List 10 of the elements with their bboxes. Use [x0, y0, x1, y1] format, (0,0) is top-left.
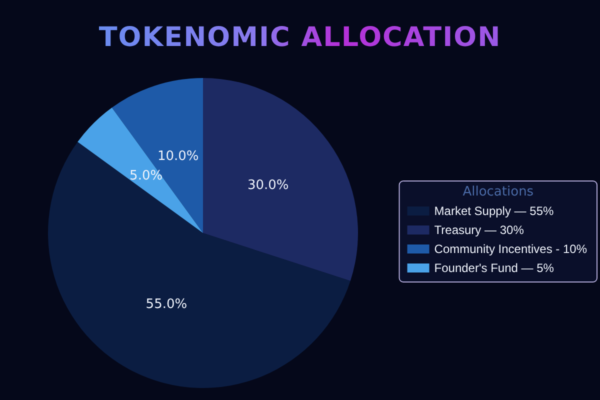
legend-label: Community Incentives - 10%: [434, 242, 588, 256]
legend-label: Treasury — 30%: [434, 223, 524, 237]
legend-label: Founder's Fund — 5%: [434, 261, 554, 275]
data-label: 5.0%: [130, 168, 163, 184]
data-label: 30.0%: [247, 178, 289, 194]
data-label: 10.0%: [157, 148, 199, 164]
legend-label: Market Supply — 55%: [434, 204, 554, 218]
legend-title: Allocations: [462, 184, 534, 200]
data-label: 55.0%: [146, 297, 188, 312]
chart-title: TOKENOMIC ALLOCATION: [98, 22, 502, 53]
